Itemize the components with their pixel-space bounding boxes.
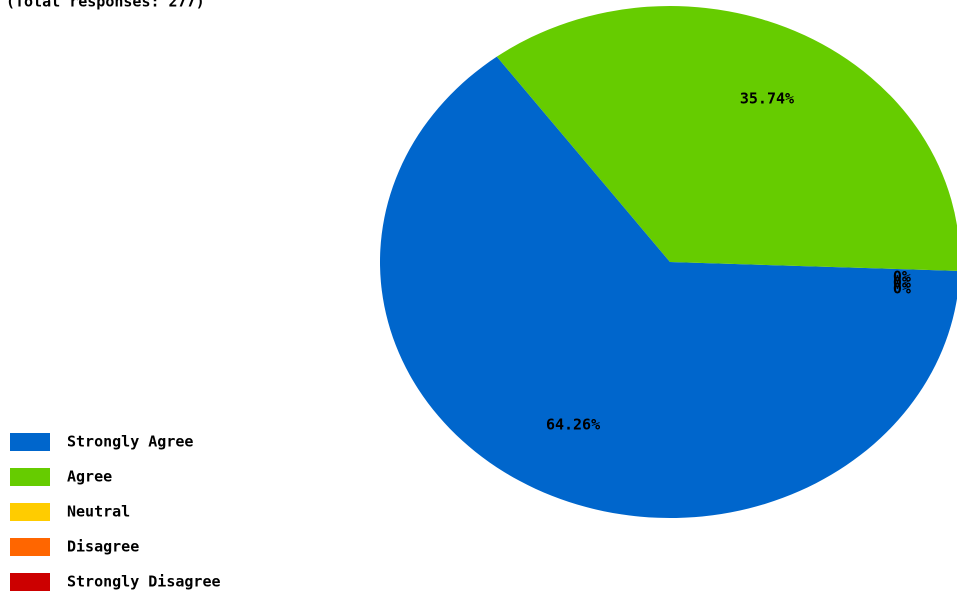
- legend-swatch: [10, 503, 50, 521]
- chart-title: (Total responses: 277): [6, 0, 205, 11]
- legend-label: Agree: [67, 468, 112, 486]
- legend-label: Disagree: [67, 538, 139, 556]
- data-label: 0%: [893, 268, 911, 286]
- legend-swatch: [10, 433, 50, 451]
- legend-label: Strongly Agree: [67, 433, 193, 451]
- data-label: 35.74%: [740, 89, 794, 107]
- legend-swatch: [10, 538, 50, 556]
- pie-labels: 64.26% 35.74% 0%0%0%: [546, 89, 911, 433]
- pie: [380, 6, 957, 518]
- legend-label: Neutral: [67, 503, 130, 521]
- legend-swatch: [10, 468, 50, 486]
- data-label: 64.26%: [546, 416, 600, 434]
- legend-swatch: [10, 573, 50, 591]
- data-label: 0%: [893, 274, 911, 292]
- data-label: 0%: [893, 280, 911, 298]
- pie-slice: [380, 56, 957, 518]
- legend-label: Strongly Disagree: [67, 573, 221, 591]
- legend: Strongly Agree Agree Neutral Disagree Strong…: [10, 433, 221, 591]
- pie-slice: [496, 6, 957, 271]
